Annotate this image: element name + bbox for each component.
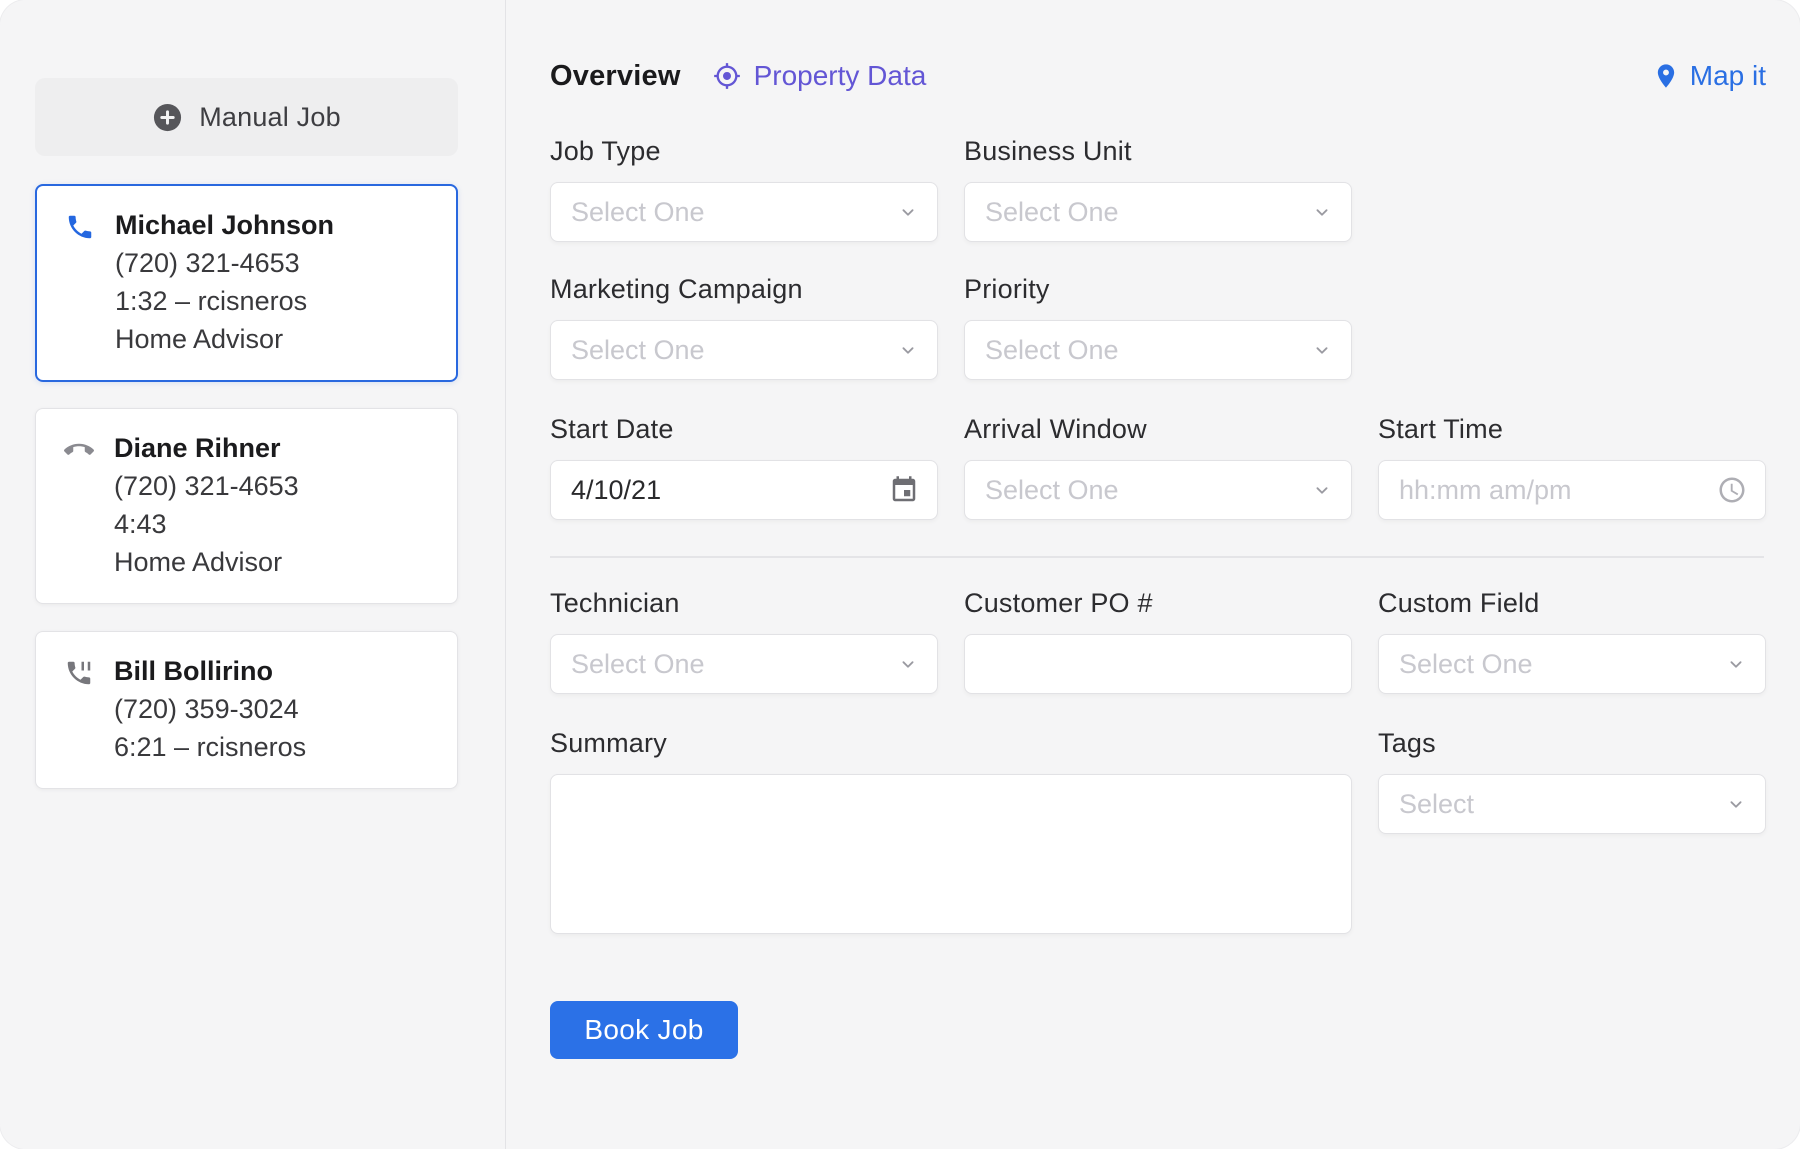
start-time-input-wrap [1378,460,1766,520]
call-card-details: Bill Bollirino (720) 359-3024 6:21 – rci… [114,652,306,766]
business-unit-label: Business Unit [964,136,1132,166]
job-type-label: Job Type [550,136,661,166]
marketing-campaign-label: Marketing Campaign [550,274,803,304]
start-date-field: Start Date [550,414,938,520]
arrival-window-label: Arrival Window [964,414,1147,444]
start-time-label: Start Time [1378,414,1504,444]
call-card-michael-johnson[interactable]: Michael Johnson (720) 321-4653 1:32 – rc… [35,184,458,382]
map-it-link[interactable]: Map it [1652,60,1766,92]
chevron-down-icon [897,653,919,675]
marketing-campaign-field: Marketing Campaign Select One [550,274,938,380]
job-type-select[interactable]: Select One [550,182,938,242]
tags-select[interactable]: Select [1378,774,1766,834]
job-type-field: Job Type Select One [550,136,938,242]
marketing-campaign-select[interactable]: Select One [550,320,938,380]
start-date-input[interactable] [571,474,889,506]
chevron-down-icon [897,201,919,223]
call-card-bill-bollirino[interactable]: Bill Bollirino (720) 359-3024 6:21 – rci… [35,631,458,789]
chevron-down-icon [1311,201,1333,223]
business-unit-select[interactable]: Select One [964,182,1352,242]
chevron-down-icon [1725,653,1747,675]
arrival-window-select[interactable]: Select One [964,460,1352,520]
summary-textarea[interactable] [550,774,1352,934]
manual-job-button[interactable]: Manual Job [35,78,458,156]
overview-title: Overview [550,59,681,92]
custom-field-label: Custom Field [1378,588,1540,618]
caller-name: Michael Johnson [115,210,335,240]
start-time-field: Start Time [1378,414,1766,520]
priority-label: Priority [964,274,1050,304]
arrival-window-field: Arrival Window Select One [964,414,1352,520]
priority-field: Priority Select One [964,274,1352,380]
customer-po-field: Customer PO # [964,588,1352,694]
calls-sidebar: Manual Job Michael Johnson (720) 321-465… [0,0,506,1149]
chevron-down-icon [1311,479,1333,501]
map-pin-icon [1652,62,1680,90]
caller-phone: (720) 321-4653 [114,471,299,501]
caller-phone: (720) 359-3024 [114,694,299,724]
plus-circle-icon [152,102,183,133]
start-time-input[interactable] [1399,474,1717,506]
property-data-label: Property Data [753,60,927,91]
customer-po-input-wrap [964,634,1352,694]
start-date-label: Start Date [550,414,674,444]
tags-field: Tags Select [1378,728,1766,939]
target-icon [713,62,741,90]
form-header: Overview Property Data Map it [550,56,1766,96]
caller-phone: (720) 321-4653 [115,248,300,278]
start-date-input-wrap [550,460,938,520]
form-section-divider [550,556,1764,558]
property-data-link[interactable]: Property Data [713,60,927,92]
call-card-details: Diane Rihner (720) 321-4653 4:43 Home Ad… [114,429,299,581]
customer-po-label: Customer PO # [964,588,1153,618]
call-duration: 1:32 – rcisneros [115,286,308,316]
call-end-icon [64,429,96,581]
technician-select[interactable]: Select One [550,634,938,694]
phone-active-icon [65,206,97,358]
calendar-icon[interactable] [889,475,919,505]
call-duration: 4:43 [114,509,167,539]
phone-paused-icon [64,652,96,766]
chevron-down-icon [1311,339,1333,361]
chevron-down-icon [897,339,919,361]
book-job-button[interactable]: Book Job [550,1001,738,1059]
manual-job-label: Manual Job [199,101,341,132]
call-card-diane-rihner[interactable]: Diane Rihner (720) 321-4653 4:43 Home Ad… [35,408,458,604]
call-source: Home Advisor [114,547,283,577]
summary-label: Summary [550,728,667,758]
tags-label: Tags [1378,728,1436,758]
job-form-panel: Overview Property Data Map it [506,0,1800,1149]
caller-name: Bill Bollirino [114,656,273,686]
caller-name: Diane Rihner [114,433,281,463]
summary-field: Summary [550,728,1352,939]
map-it-label: Map it [1689,60,1766,91]
custom-field-select[interactable]: Select One [1378,634,1766,694]
call-card-details: Michael Johnson (720) 321-4653 1:32 – rc… [115,206,334,358]
chevron-down-icon [1725,793,1747,815]
technician-field: Technician Select One [550,588,938,694]
priority-select[interactable]: Select One [964,320,1352,380]
customer-po-input[interactable] [985,648,1333,680]
call-duration: 6:21 – rcisneros [114,732,307,762]
call-source: Home Advisor [115,324,284,354]
custom-field-field: Custom Field Select One [1378,588,1766,694]
technician-label: Technician [550,588,680,618]
clock-icon[interactable] [1717,475,1747,505]
business-unit-field: Business Unit Select One [964,136,1352,242]
